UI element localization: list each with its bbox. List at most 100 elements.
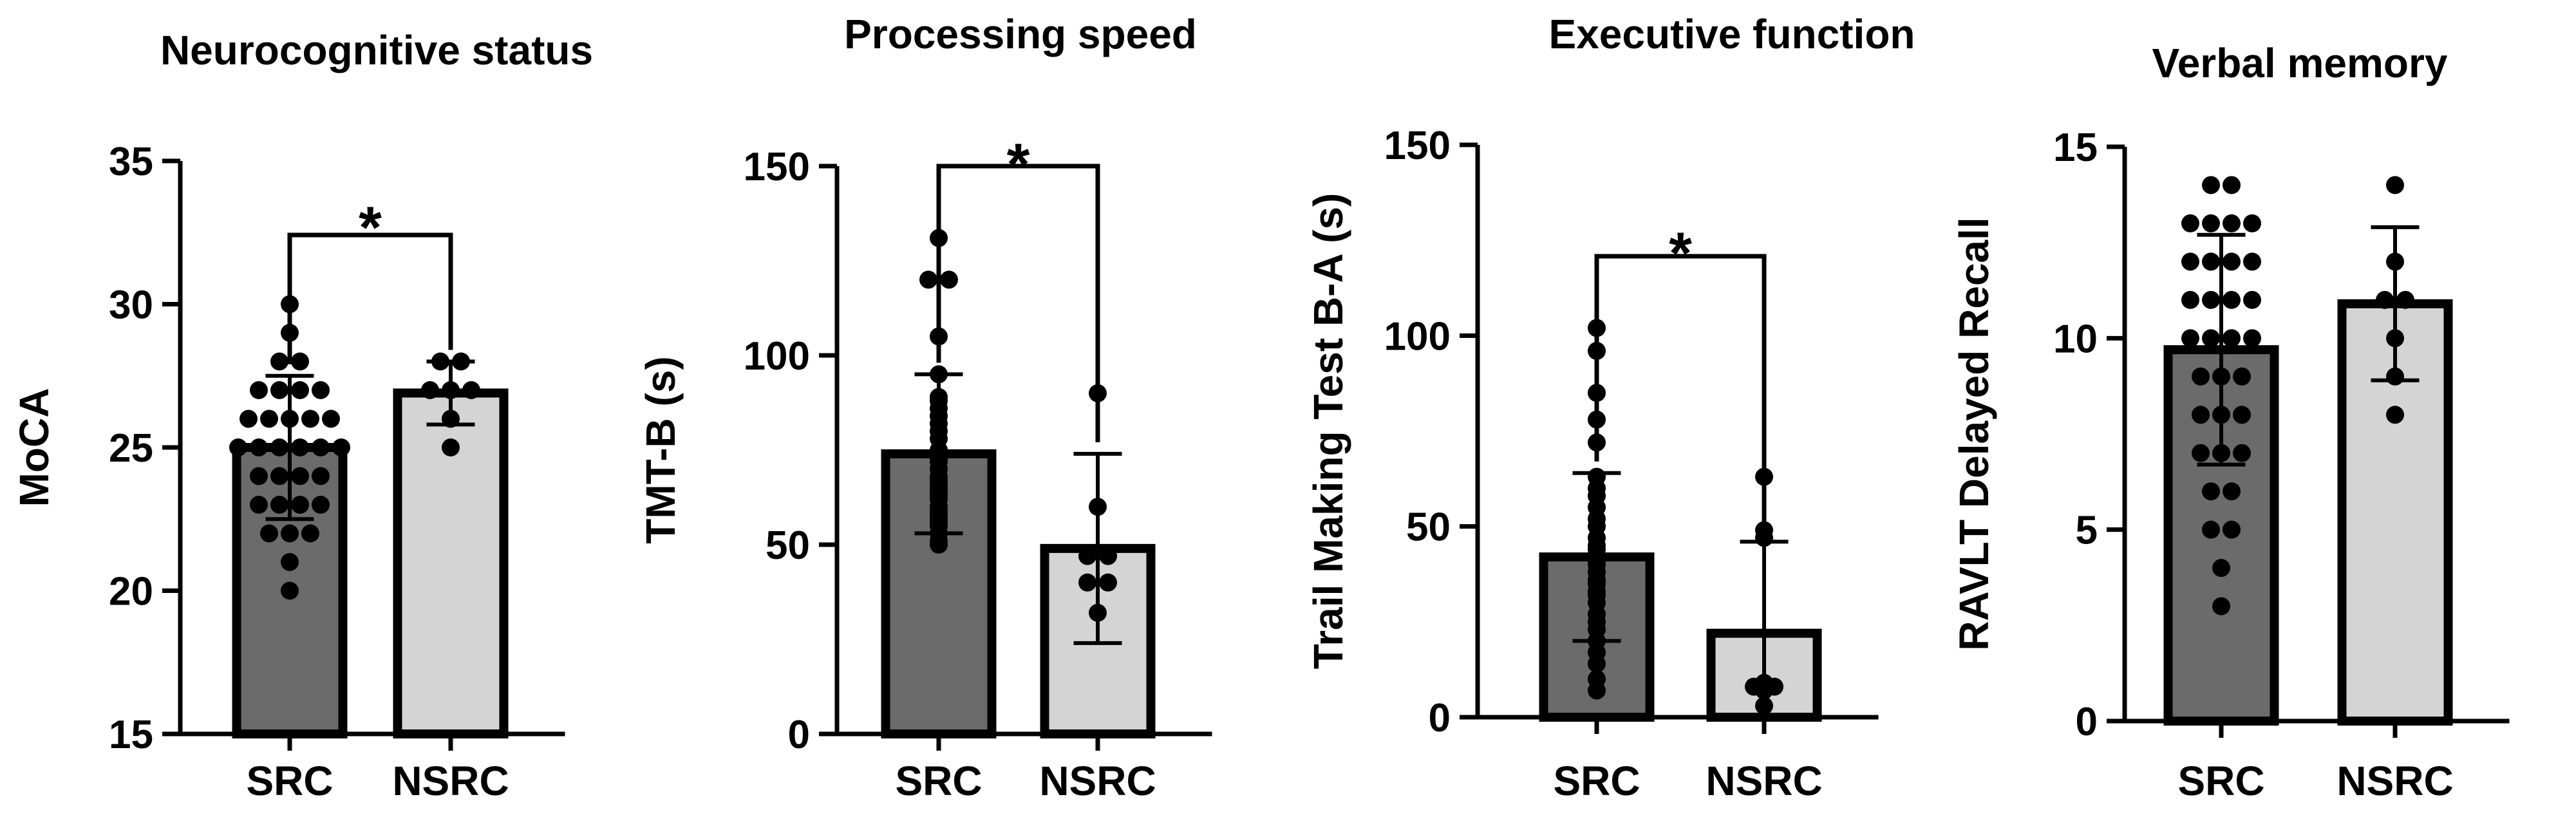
- data-point-src: [2223, 252, 2241, 271]
- data-point-src: [250, 496, 268, 514]
- data-point-nsrc: [1078, 573, 1096, 592]
- y-tick-label: 100: [744, 334, 810, 379]
- chart-panel-3: Executive function Trail Making Test B-A …: [1305, 11, 1915, 804]
- y-tick-label: 5: [2076, 509, 2098, 553]
- data-point-src: [2233, 406, 2251, 424]
- x-tick-label-src: SRC: [246, 758, 333, 804]
- data-point-src: [930, 388, 948, 406]
- data-point-src: [2243, 290, 2261, 309]
- data-point-src: [2212, 406, 2230, 424]
- chart-title: Neurocognitive status: [160, 27, 593, 73]
- data-point-nsrc: [2386, 367, 2404, 386]
- data-point-src: [281, 553, 299, 571]
- data-point-nsrc: [442, 381, 460, 399]
- data-point-src: [2212, 559, 2230, 578]
- data-point-src: [2202, 482, 2220, 501]
- x-tick-label-nsrc: NSRC: [1706, 758, 1822, 804]
- data-point-src: [2181, 329, 2199, 348]
- x-tick-label-nsrc: NSRC: [392, 758, 509, 804]
- data-point-nsrc: [431, 352, 449, 371]
- data-point-nsrc: [2386, 252, 2404, 271]
- chart-panel-2: Processing speed TMT-B (s) SRC NSRC 0 50 100 15…: [637, 11, 1212, 804]
- data-point-src: [270, 438, 288, 456]
- data-point-src: [322, 409, 340, 428]
- y-tick-label: 100: [1384, 314, 1451, 359]
- data-point-src: [2202, 176, 2220, 194]
- data-point-src: [2233, 367, 2251, 386]
- data-point-src: [270, 352, 288, 371]
- y-tick-label: 150: [744, 145, 810, 189]
- data-point-src: [2243, 252, 2261, 271]
- data-point-src: [312, 467, 330, 485]
- data-point-src: [301, 524, 319, 543]
- data-point-src: [2181, 214, 2199, 232]
- data-point-src: [250, 381, 268, 399]
- y-axis-label: Trail Making Test B-A (s): [1305, 193, 1351, 670]
- data-point-src: [2212, 367, 2230, 386]
- data-point-nsrc: [1755, 521, 1773, 540]
- data-point-src: [2202, 329, 2220, 348]
- data-point-src: [270, 467, 288, 485]
- data-point-nsrc: [2386, 176, 2404, 194]
- data-point-src: [270, 381, 288, 399]
- data-point-nsrc: [1078, 547, 1096, 565]
- x-tick-label-src: SRC: [895, 758, 982, 804]
- y-tick-label: 0: [788, 713, 810, 757]
- data-point-src: [312, 496, 330, 514]
- data-point-nsrc: [452, 352, 470, 371]
- data-point-nsrc: [2386, 406, 2404, 424]
- data-point-nsrc: [462, 381, 480, 399]
- data-point-nsrc: [1099, 547, 1117, 565]
- y-tick-label: 30: [109, 283, 153, 328]
- data-point-src: [2233, 444, 2251, 462]
- data-point-src: [919, 270, 937, 289]
- y-tick-label: 50: [1406, 505, 1451, 550]
- data-point-src: [291, 381, 309, 399]
- y-tick-label: 35: [109, 140, 153, 184]
- x-tick-label-src: SRC: [1553, 758, 1640, 804]
- significance-bracket: [287, 232, 453, 364]
- data-point-src: [312, 438, 330, 456]
- y-tick-label: 50: [766, 523, 810, 568]
- data-point-src: [301, 409, 319, 428]
- x-tick-label-nsrc: NSRC: [2336, 758, 2453, 804]
- data-point-src: [281, 524, 299, 543]
- data-point-nsrc: [442, 438, 460, 456]
- x-tick-label-src: SRC: [2177, 758, 2264, 804]
- y-axis-label: TMT-B (s): [637, 356, 684, 544]
- y-axis-label: RAVLT Delayed Recall: [1951, 217, 1997, 650]
- data-point-src: [2192, 406, 2210, 424]
- chart-title: Executive function: [1549, 11, 1915, 57]
- chart-title: Processing speed: [844, 11, 1197, 57]
- data-point-src: [2223, 329, 2241, 348]
- data-point-nsrc: [2396, 290, 2414, 309]
- data-point-src: [250, 467, 268, 485]
- data-point-src: [2202, 290, 2220, 309]
- data-point-src: [291, 496, 309, 514]
- data-point-src: [2243, 329, 2261, 348]
- data-point-src: [240, 409, 258, 428]
- data-point-src: [2202, 252, 2220, 271]
- y-tick-label: 15: [109, 713, 153, 757]
- data-point-src: [2202, 214, 2220, 232]
- data-point-src: [281, 409, 299, 428]
- data-point-nsrc: [1089, 498, 1107, 516]
- data-point-nsrc: [1755, 673, 1773, 692]
- data-point-src: [2212, 444, 2230, 462]
- significance-bracket: [936, 164, 1100, 442]
- chart-title: Verbal memory: [2152, 40, 2448, 86]
- chart-panel-1: Neurocognitive status MoCA SRC NSRC 15 20 25 30…: [11, 27, 593, 804]
- data-point-src: [2212, 597, 2230, 615]
- y-tick-label: 25: [109, 426, 153, 471]
- y-tick-label: 150: [1384, 124, 1451, 168]
- data-point-src: [2223, 520, 2241, 539]
- data-point-src: [250, 438, 268, 456]
- y-tick-label: 0: [2076, 700, 2098, 744]
- data-point-src: [270, 496, 288, 514]
- y-tick-label: 20: [109, 570, 153, 614]
- data-point-src: [2192, 444, 2210, 462]
- data-point-src: [940, 270, 958, 289]
- data-point-src: [260, 524, 278, 543]
- data-point-src: [2243, 214, 2261, 232]
